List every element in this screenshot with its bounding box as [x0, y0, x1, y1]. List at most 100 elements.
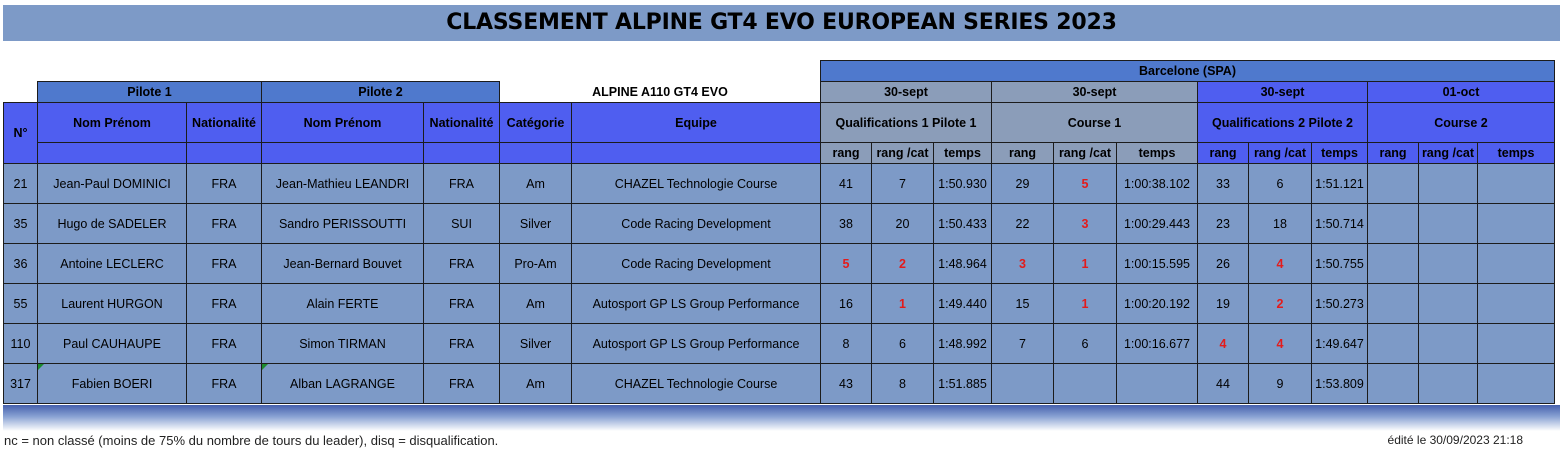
cell-nat1: FRA [186, 323, 262, 364]
cell-c2-temps [1477, 323, 1555, 364]
subcol-rang: rang [991, 142, 1054, 164]
cell-q1-rang: 16 [820, 283, 872, 324]
cell-c2-rang-cat [1418, 203, 1478, 244]
table-row: 110 Paul CAUHAUPE FRA Simon TIRMAN FRA Silver… [3, 323, 1555, 364]
cell-q1-rang: 5 [820, 243, 872, 284]
cell-c1-rang-cat: 5 [1053, 163, 1117, 204]
cell-c2-rang-cat [1418, 323, 1478, 364]
cell-c2-rang-cat [1418, 163, 1478, 204]
cell-nat2: FRA [423, 163, 500, 204]
cell-c1-rang-cat: 1 [1053, 243, 1117, 284]
cell-team: CHAZEL Technologie Course [571, 163, 821, 204]
cell-c2-rang [1367, 363, 1419, 404]
cell-c2-temps [1477, 203, 1555, 244]
title-bar: CLASSEMENT ALPINE GT4 EVO EUROPEAN SERIE… [3, 5, 1560, 41]
cell-number: 21 [3, 163, 38, 204]
cell-q1-temps: 1:48.964 [933, 243, 992, 284]
event-row: Barcelone (SPA) [4, 60, 1555, 82]
cell-number: 35 [3, 203, 38, 244]
cell-c2-rang [1367, 323, 1419, 364]
cell-c1-rang: 7 [991, 323, 1054, 364]
cell-category: Silver [499, 323, 572, 364]
subheader-row: rang rang /cat temps rang rang /cat temps rang… [4, 142, 1555, 164]
cell-nat1: FRA [186, 363, 262, 404]
col-no: N° [3, 102, 38, 164]
cell-nat1: FRA [186, 163, 262, 204]
cell-pilote1: Hugo de SADELER [37, 203, 187, 244]
cell-team: Autosport GP LS Group Performance [571, 283, 821, 324]
table-row: 55 Laurent HURGON FRA Alain FERTE FRA Am Autos… [3, 283, 1555, 324]
subcol-rang-cat: rang /cat [1053, 142, 1117, 164]
session-date-q1: 30-sept [820, 81, 992, 103]
cell-pilote2: Alain FERTE [261, 283, 424, 324]
subcol-rang-cat: rang /cat [1248, 142, 1312, 164]
subcol-temps: temps [1116, 142, 1198, 164]
subcol-rang-cat: rang /cat [1418, 142, 1478, 164]
col-nat1: Nationalité [186, 102, 262, 143]
cell-q2-temps: 1:50.714 [1311, 203, 1368, 244]
cell-category: Silver [499, 203, 572, 244]
comment-flag-icon [38, 364, 44, 370]
col-name1: Nom Prénom [37, 102, 187, 143]
subcol-rang: rang [1197, 142, 1249, 164]
cell-c1-rang-cat: 3 [1053, 203, 1117, 244]
cell-nat1: FRA [186, 243, 262, 284]
cell-c1-rang: 15 [991, 283, 1054, 324]
cell-q1-rang: 41 [820, 163, 872, 204]
cell-q2-temps: 1:50.273 [1311, 283, 1368, 324]
edited-timestamp: édité le 30/09/2023 21:18 [1387, 433, 1523, 447]
session-date-c2: 01-oct [1367, 81, 1555, 103]
cell-q1-temps: 1:51.885 [933, 363, 992, 404]
car-model: ALPINE A110 GT4 EVO [499, 81, 821, 103]
cell-q1-rang: 38 [820, 203, 872, 244]
cell-c1-temps [1116, 363, 1198, 404]
cell-pilote1: Laurent HURGON [37, 283, 187, 324]
cell-q2-rang-cat: 9 [1248, 363, 1312, 404]
cell-team: CHAZEL Technologie Course [571, 363, 821, 404]
cell-team: Autosport GP LS Group Performance [571, 323, 821, 364]
cell-c1-rang: 22 [991, 203, 1054, 244]
subcol-rang-cat: rang /cat [871, 142, 934, 164]
cell-q2-rang-cat: 4 [1248, 323, 1312, 364]
cell-number: 317 [3, 363, 38, 404]
cell-q1-rang-cat: 7 [871, 163, 934, 204]
cell-nat1: FRA [186, 203, 262, 244]
cell-c1-temps: 1:00:29.443 [1116, 203, 1198, 244]
cell-q1-rang-cat: 8 [871, 363, 934, 404]
cell-q1-temps: 1:50.930 [933, 163, 992, 204]
cell-c2-rang [1367, 283, 1419, 324]
cell-pilote2: Jean-Mathieu LEANDRI [261, 163, 424, 204]
cell-c1-temps: 1:00:15.595 [1116, 243, 1198, 284]
cell-c1-rang-cat: 1 [1053, 283, 1117, 324]
cell-c1-rang: 3 [991, 243, 1054, 284]
cell-q1-temps: 1:49.440 [933, 283, 992, 324]
cell-category: Am [499, 283, 572, 324]
footnote: nc = non classé (moins de 75% du nombre … [4, 433, 499, 448]
cell-c1-rang-cat [1053, 363, 1117, 404]
cell-q1-temps: 1:50.433 [933, 203, 992, 244]
cell-c2-temps [1477, 363, 1555, 404]
cell-c2-rang-cat [1418, 363, 1478, 404]
session-date-c1: 30-sept [991, 81, 1198, 103]
session-date-q2: 30-sept [1197, 81, 1368, 103]
cell-q2-rang: 26 [1197, 243, 1249, 284]
cell-category: Am [499, 163, 572, 204]
pilote2-group: Pilote 2 [261, 81, 500, 103]
cell-category: Pro-Am [499, 243, 572, 284]
session-q1: Qualifications 1 Pilote 1 [820, 102, 992, 143]
cell-c1-rang: 29 [991, 163, 1054, 204]
cell-q2-rang-cat: 6 [1248, 163, 1312, 204]
cell-q2-temps: 1:50.755 [1311, 243, 1368, 284]
cell-c2-rang [1367, 243, 1419, 284]
comment-flag-icon [262, 364, 268, 370]
cell-number: 55 [3, 283, 38, 324]
cell-c2-temps [1477, 163, 1555, 204]
cell-pilote1: Jean-Paul DOMINICI [37, 163, 187, 204]
cell-q2-rang: 4 [1197, 323, 1249, 364]
table-row: 36 Antoine LECLERC FRA Jean-Bernard Bouvet F… [3, 243, 1555, 284]
cell-q2-rang: 33 [1197, 163, 1249, 204]
cell-q2-rang: 19 [1197, 283, 1249, 324]
col-category: Catégorie [499, 102, 572, 143]
pilote1-group: Pilote 1 [37, 81, 262, 103]
cell-pilote1: Fabien BOERI [37, 363, 187, 404]
